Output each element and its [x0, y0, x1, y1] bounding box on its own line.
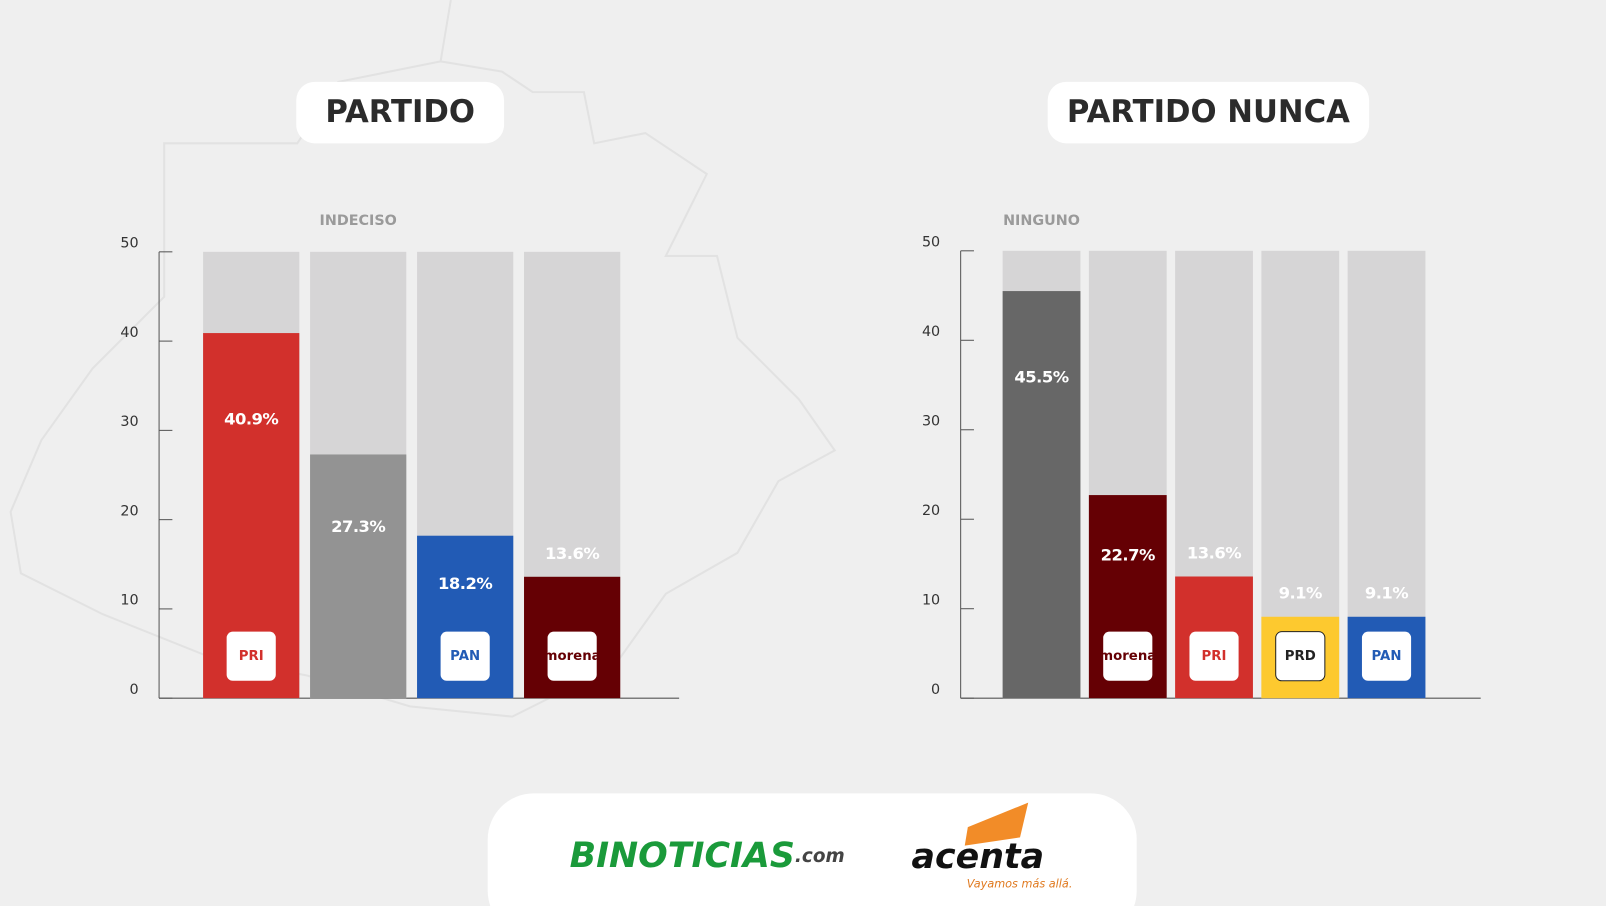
- value-label: 45.5%: [1014, 368, 1068, 387]
- y-tick-label: 0: [129, 682, 138, 698]
- party-logo-text: PAN: [1372, 649, 1402, 664]
- party-logo-text: morena: [1099, 649, 1156, 664]
- brand-suffix: .com: [795, 846, 845, 867]
- map-outline: [9, 0, 837, 718]
- y-tick-label: 10: [922, 593, 940, 609]
- y-tick-label: 0: [931, 682, 940, 698]
- party-logo: [1103, 631, 1153, 681]
- y-tick-label: 50: [922, 235, 940, 251]
- party-logo: [1361, 631, 1412, 681]
- value-label: 9.1%: [1279, 584, 1322, 603]
- party-logo: [547, 631, 597, 681]
- value-label: 22.7%: [1101, 546, 1155, 565]
- party-logo-text: PRI: [239, 649, 264, 664]
- footer-panel: [487, 793, 1137, 906]
- party-logo: [440, 631, 490, 681]
- y-tick-label: 40: [922, 324, 940, 340]
- y-tick-label: 30: [922, 414, 940, 430]
- party-logo-text: PAN: [450, 649, 480, 664]
- party-logo-text: PRI: [1202, 649, 1227, 664]
- y-tick-label: 20: [120, 503, 138, 519]
- y-tick-label: 40: [120, 325, 138, 341]
- chart-title: PARTIDO: [325, 94, 475, 130]
- party-logo-text: PRD: [1285, 649, 1316, 664]
- value-label: 27.3%: [331, 517, 385, 536]
- acenta-icon: [964, 802, 1029, 846]
- brand-logo: BINOTICIAS.com: [570, 836, 845, 876]
- value-label: 18.2%: [438, 574, 492, 593]
- title-box: [1047, 81, 1370, 144]
- chart-title: PARTIDO NUNCA: [1067, 94, 1350, 130]
- bar: [1002, 291, 1081, 699]
- category-label: NINGUNO: [1003, 213, 1080, 229]
- value-label: 40.9%: [224, 410, 278, 429]
- category-label: INDECISO: [320, 213, 397, 229]
- brand-name: BINOTICIAS: [570, 836, 795, 876]
- title-box: [296, 81, 505, 144]
- y-tick-label: 30: [120, 414, 138, 430]
- y-tick-label: 10: [120, 593, 138, 609]
- party-logo-text: morena: [544, 649, 601, 664]
- party-logo: [1275, 631, 1326, 682]
- party-logo: [226, 631, 276, 681]
- acenta-tagline: Vayamos más allá.: [967, 878, 1073, 891]
- acenta-logo: acenta: [912, 837, 1045, 877]
- bar: [310, 454, 407, 699]
- y-tick-label: 50: [120, 236, 138, 252]
- value-label: 13.6%: [1187, 543, 1241, 562]
- party-logo: [1189, 631, 1239, 681]
- value-label: 13.6%: [545, 544, 599, 563]
- y-tick-label: 20: [922, 503, 940, 519]
- value-label: 9.1%: [1365, 584, 1408, 603]
